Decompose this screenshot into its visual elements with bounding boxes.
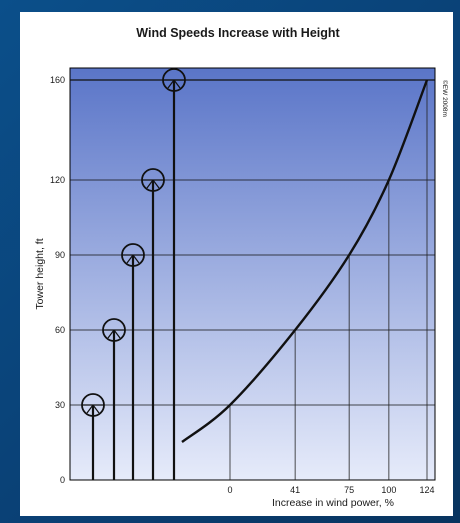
credit-text: ©EW 2008m xyxy=(441,80,449,117)
x-tick-label: 41 xyxy=(290,485,300,495)
y-tick-label: 30 xyxy=(55,400,65,410)
y-axis-label: Tower height, ft xyxy=(34,238,46,309)
turbine-blade xyxy=(146,179,160,189)
plot-area xyxy=(69,67,436,481)
x-axis-label: Increase in wind power, % xyxy=(272,497,394,509)
y-tick-label: 120 xyxy=(50,175,65,185)
x-tick-label: 0 xyxy=(227,485,232,495)
turbine-blade xyxy=(86,404,100,414)
y-tick-label: 60 xyxy=(55,325,65,335)
power-curve-line xyxy=(181,79,429,443)
wind-height-chart: Wind Speeds Increase with Height 0 30 60 90… xyxy=(34,26,449,509)
turbine-blade xyxy=(126,254,140,264)
turbine-icon xyxy=(81,393,105,480)
y-tick-label: 160 xyxy=(50,75,65,85)
turbine-blade xyxy=(167,79,181,89)
y-tick-labels: 0 30 60 90 120 160 xyxy=(50,75,65,485)
turbine-icon xyxy=(162,68,186,480)
x-tick-label: 75 xyxy=(344,485,354,495)
turbine-icon xyxy=(141,168,165,480)
chart-panel: Wind Speeds Increase with Height 0 30 60 90… xyxy=(20,12,453,516)
curve-layer xyxy=(181,79,429,443)
turbine-layer xyxy=(81,68,186,480)
x-tick-label: 124 xyxy=(419,485,434,495)
x-tick-labels: 0 41 75 100 124 xyxy=(227,485,434,495)
chart-title: Wind Speeds Increase with Height xyxy=(136,26,340,40)
x-tick-label: 100 xyxy=(381,485,396,495)
turbine-blade xyxy=(107,329,121,339)
y-tick-label: 90 xyxy=(55,250,65,260)
drop-line-layer xyxy=(229,80,428,480)
turbine-icon xyxy=(102,318,126,480)
y-tick-label: 0 xyxy=(60,475,65,485)
turbine-icon xyxy=(121,243,145,480)
